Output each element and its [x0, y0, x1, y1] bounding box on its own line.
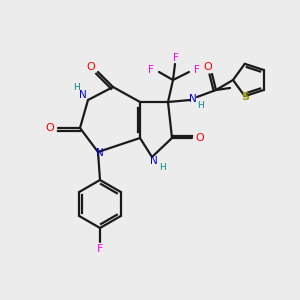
Text: N: N: [189, 94, 197, 104]
Text: O: O: [87, 62, 95, 72]
Text: H: H: [196, 101, 203, 110]
Text: N: N: [150, 156, 158, 166]
Text: H: H: [159, 164, 165, 172]
Text: O: O: [46, 123, 54, 133]
Text: F: F: [148, 65, 154, 75]
Text: N: N: [79, 90, 87, 100]
Text: F: F: [97, 244, 103, 254]
Text: F: F: [173, 53, 179, 63]
Text: H: H: [73, 83, 80, 92]
Text: S: S: [242, 92, 250, 102]
Text: N: N: [96, 148, 104, 158]
Text: O: O: [204, 62, 212, 72]
Text: F: F: [194, 65, 200, 75]
Text: O: O: [196, 133, 204, 143]
